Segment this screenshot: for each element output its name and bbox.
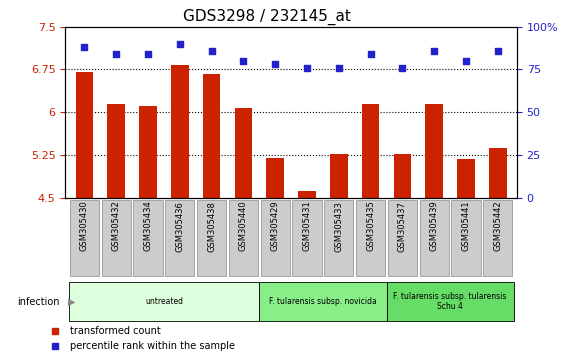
Point [144, 51, 153, 57]
FancyBboxPatch shape [324, 200, 353, 276]
FancyBboxPatch shape [260, 282, 386, 321]
FancyBboxPatch shape [356, 200, 385, 276]
Text: F. tularensis subsp. tularensis
Schu 4: F. tularensis subsp. tularensis Schu 4 [394, 292, 507, 312]
Text: GSM305438: GSM305438 [207, 201, 216, 251]
Text: untreated: untreated [145, 297, 183, 306]
Text: GSM305442: GSM305442 [493, 201, 502, 251]
Point [429, 48, 438, 53]
Text: ▶: ▶ [68, 297, 76, 307]
Bar [76, 72, 93, 198]
FancyBboxPatch shape [388, 200, 417, 276]
Text: GSM305434: GSM305434 [144, 201, 152, 251]
Point [239, 58, 248, 64]
Text: GSM305435: GSM305435 [366, 201, 375, 251]
Text: GSM305431: GSM305431 [303, 201, 311, 251]
FancyBboxPatch shape [483, 200, 512, 276]
FancyBboxPatch shape [197, 200, 226, 276]
Bar [235, 108, 252, 198]
FancyBboxPatch shape [386, 282, 513, 321]
FancyBboxPatch shape [70, 200, 99, 276]
Bar [139, 105, 157, 198]
Point [80, 44, 89, 50]
Point [334, 65, 343, 70]
Bar [266, 158, 284, 198]
Point [302, 65, 311, 70]
Bar [171, 65, 189, 198]
Text: GSM305436: GSM305436 [176, 201, 184, 251]
Text: GSM305429: GSM305429 [271, 201, 279, 251]
FancyBboxPatch shape [102, 200, 131, 276]
Text: GSM305430: GSM305430 [80, 201, 89, 251]
Point [398, 65, 407, 70]
Text: GSM305440: GSM305440 [239, 201, 248, 251]
Text: GSM305433: GSM305433 [335, 201, 343, 251]
Point [271, 62, 280, 67]
Text: F. tularensis subsp. novicida: F. tularensis subsp. novicida [269, 297, 377, 306]
Bar [107, 104, 125, 198]
Point [366, 51, 375, 57]
Point [176, 41, 185, 46]
Text: transformed count: transformed count [70, 326, 161, 336]
FancyBboxPatch shape [293, 200, 321, 276]
FancyBboxPatch shape [69, 282, 260, 321]
Text: GSM305439: GSM305439 [430, 201, 438, 251]
FancyBboxPatch shape [229, 200, 258, 276]
Bar [362, 104, 379, 198]
Bar [394, 154, 411, 198]
FancyBboxPatch shape [420, 200, 449, 276]
Text: infection: infection [17, 297, 60, 307]
FancyBboxPatch shape [165, 200, 194, 276]
Text: GDS3298 / 232145_at: GDS3298 / 232145_at [183, 9, 351, 25]
Text: GSM305437: GSM305437 [398, 201, 407, 251]
FancyBboxPatch shape [133, 200, 162, 276]
FancyBboxPatch shape [452, 200, 481, 276]
FancyBboxPatch shape [261, 200, 290, 276]
Point [207, 48, 216, 53]
Point [461, 58, 470, 64]
Text: percentile rank within the sample: percentile rank within the sample [70, 342, 235, 352]
Bar [489, 148, 507, 198]
Point [493, 48, 502, 53]
Bar [457, 159, 475, 198]
Bar [203, 74, 220, 198]
Text: GSM305432: GSM305432 [112, 201, 121, 251]
Text: GSM305441: GSM305441 [461, 201, 470, 251]
Point [112, 51, 121, 57]
Bar [425, 104, 443, 198]
Bar [330, 154, 348, 198]
Bar [298, 191, 316, 198]
